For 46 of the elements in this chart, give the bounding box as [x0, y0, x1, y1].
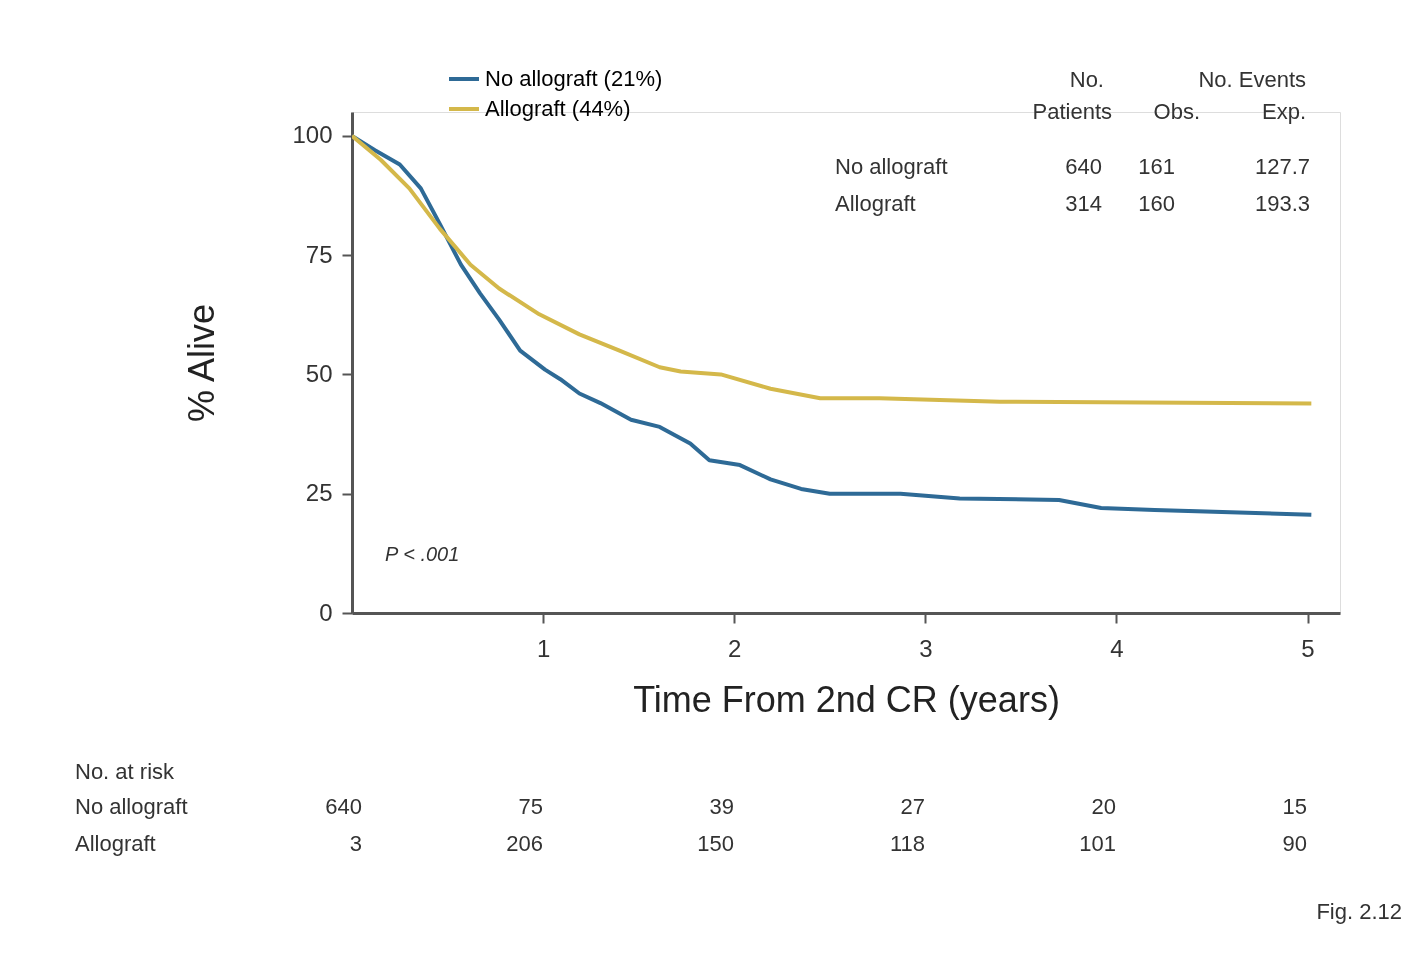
y-axis-title: % Alive: [181, 303, 223, 423]
y-tick-label: 0: [319, 598, 333, 626]
x-tick-label: 4: [1110, 634, 1124, 662]
text: 150: [697, 831, 734, 856]
text: 27: [900, 794, 925, 819]
text: 75: [518, 794, 543, 819]
annotation: 161: [1138, 154, 1175, 179]
text: 118: [889, 831, 925, 856]
annotation: 314: [1065, 191, 1102, 216]
line-series: [352, 133, 1314, 517]
x-tick-label: 1: [536, 634, 551, 662]
line-series: [352, 133, 1314, 406]
annotation: Allograft: [835, 191, 916, 216]
annotation: 127.7: [1254, 154, 1310, 179]
x-tick-label: 5: [1301, 634, 1315, 662]
text: 206: [506, 831, 543, 856]
y-tick-label: 50: [305, 359, 333, 387]
text: Allograft: [75, 831, 156, 856]
text: No. Events: [1198, 67, 1306, 92]
text: No. at risk: [75, 759, 176, 784]
y-tick-label: 75: [305, 240, 333, 268]
x-tick-label: 3: [919, 634, 933, 662]
text: 15: [1282, 794, 1307, 819]
annotation: Patients: [1032, 99, 1112, 124]
y-tick-label: 25: [305, 479, 333, 507]
x-axis-title: Time From 2nd CR (years): [633, 678, 1060, 720]
legend-label: No allograft (21%): [485, 66, 663, 91]
y-tick-label: 100: [292, 121, 333, 149]
caption: Fig. 2.12: [1316, 899, 1402, 924]
annotation: 193.3: [1254, 191, 1310, 216]
annotation: Obs.: [1153, 99, 1200, 124]
text: 20: [1091, 794, 1116, 819]
legend-label: Allograft (44%): [485, 96, 631, 121]
annotation: Exp.: [1261, 99, 1306, 124]
text: 39: [709, 794, 734, 819]
annotation: 160: [1138, 191, 1175, 216]
text: No.: [1069, 67, 1104, 92]
text: 101: [1079, 831, 1116, 856]
text: 3: [349, 831, 362, 856]
x-tick-label: 2: [728, 634, 742, 662]
annotation: 640: [1065, 154, 1102, 179]
annotation: No allograft: [835, 154, 948, 179]
text: 640: [325, 794, 362, 819]
annotation: P < .001: [385, 543, 460, 565]
text: No allograft: [75, 794, 188, 819]
text: 90: [1282, 831, 1307, 856]
